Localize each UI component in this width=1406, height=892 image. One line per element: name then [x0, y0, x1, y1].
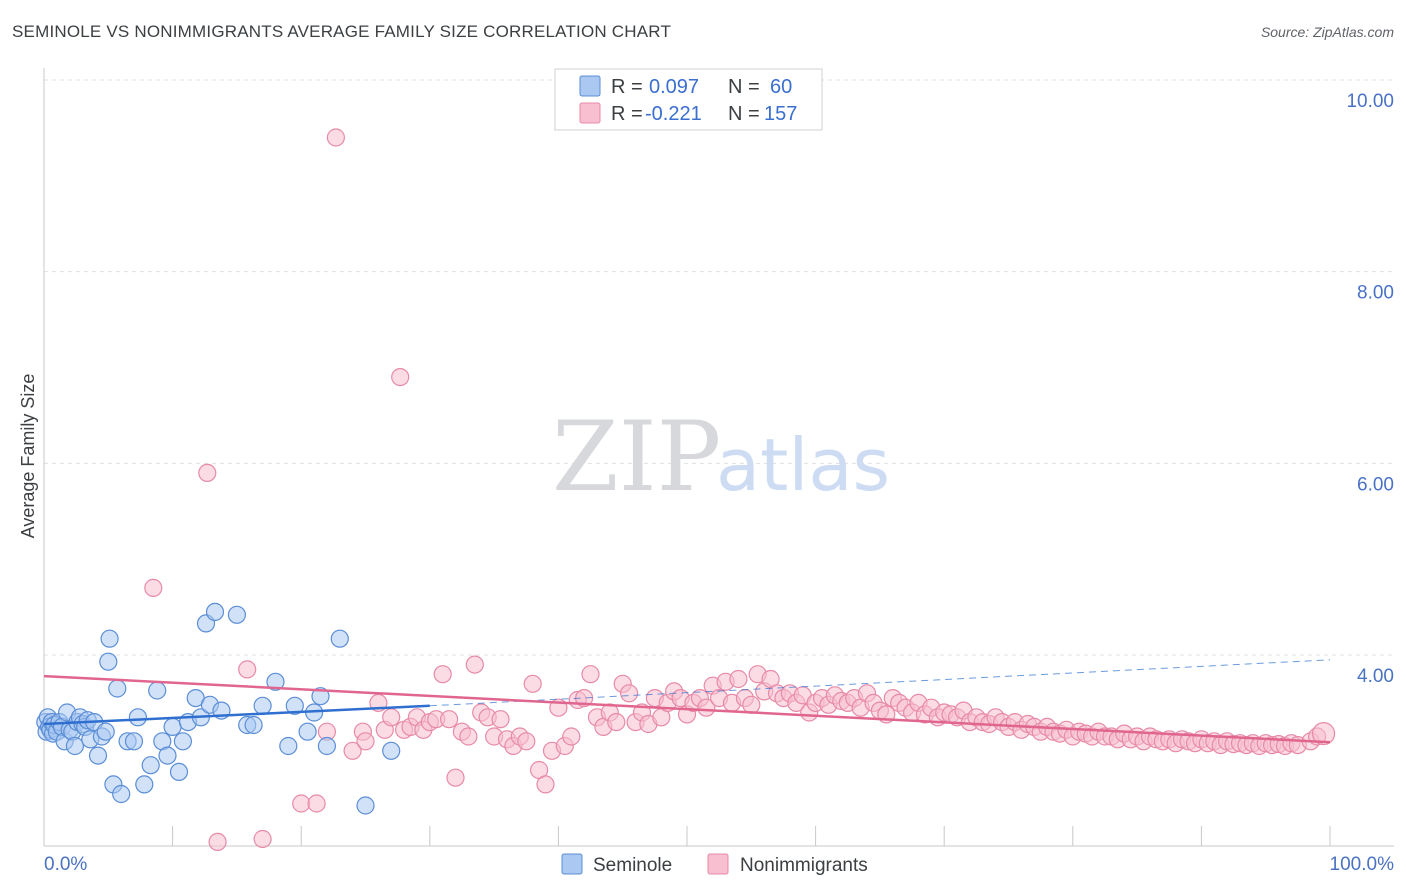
y-axis-label: Average Family Size: [18, 374, 38, 539]
seminole-point: [266, 672, 285, 691]
seminole-point: [205, 602, 225, 622]
bottom-legend-swatch-nonimmigrants: [707, 853, 729, 875]
nonimmigrants-point: [238, 660, 257, 679]
nonimmigrants-point: [356, 732, 375, 751]
seminole-point: [158, 746, 177, 765]
seminole-point: [330, 629, 349, 648]
seminole-point: [100, 629, 119, 648]
nonimmigrants-trend-line: [43, 674, 1331, 744]
nonimmigrants-point: [307, 794, 326, 813]
seminole-point: [108, 679, 127, 698]
watermark: ZIP atlas: [552, 401, 890, 513]
y-tick-label: 4.00: [1357, 666, 1394, 687]
nonimmigrants-point: [581, 665, 600, 684]
stats-legend: R = 0.097 N = 60 R = -0.221 N = 157: [554, 68, 823, 131]
seminole-point: [382, 741, 401, 760]
seminole-point: [124, 732, 144, 751]
legend-r-label-nonimmigrants: R =: [611, 103, 643, 125]
seminole-point: [65, 736, 85, 756]
y-tick-label: 6.00: [1357, 474, 1394, 495]
seminole-point: [88, 746, 108, 765]
nonimmigrants-point: [292, 794, 311, 813]
grid-layer: 4.00 6.00 8.00 10.00: [44, 79, 1394, 687]
watermark-zip: ZIP: [552, 401, 721, 513]
nonimmigrants-point: [742, 695, 761, 714]
seminole-point: [96, 722, 115, 741]
nonimmigrants-point: [382, 708, 401, 727]
nonimmigrants-point: [459, 727, 478, 746]
nonimmigrants-point: [523, 674, 542, 693]
seminole-point: [141, 756, 160, 775]
legend-swatch-nonimmigrants: [579, 102, 601, 124]
seminole-point: [279, 736, 298, 756]
seminole-point: [285, 696, 304, 715]
seminole-point: [356, 796, 375, 815]
seminole-point: [148, 681, 167, 700]
seminole-point: [112, 784, 131, 804]
nonimmigrants-point: [144, 578, 163, 598]
nonimmigrants-point: [208, 832, 227, 852]
nonimmigrants-point: [198, 463, 217, 482]
legend-n-label-nonimmigrants: N =: [728, 103, 760, 125]
legend-r-label-seminole: R =: [611, 76, 643, 98]
legend-n-label-seminole: N =: [728, 76, 760, 98]
series-legend: Seminole Nonimmigrants: [561, 853, 868, 876]
nonimmigrants-point: [729, 669, 748, 689]
trend-lines: [43, 659, 1331, 744]
nonimmigrants-point: [326, 128, 345, 147]
nonimmigrants-point: [440, 710, 459, 729]
watermark-atlas: atlas: [716, 423, 890, 507]
nonimmigrants-point: [433, 665, 452, 684]
seminole-point: [99, 652, 118, 671]
nonimmigrants-point: [1311, 721, 1336, 746]
seminole-point: [298, 722, 317, 741]
chart-title: SEMINOLE VS NONIMMIGRANTS AVERAGE FAMILY…: [12, 22, 672, 41]
legend-r-value-seminole: 0.097: [649, 76, 699, 98]
legend-n-value-seminole: 60: [770, 76, 792, 98]
y-tick-label: 8.00: [1357, 283, 1394, 304]
seminole-trend-extension: [429, 659, 1331, 707]
legend-r-value-nonimmigrants: -0.221: [645, 103, 702, 125]
x-tick-label-min: 0.0%: [44, 854, 87, 875]
nonimmigrants-point: [697, 698, 716, 717]
seminole-point: [311, 687, 330, 706]
nonimmigrants-point: [536, 775, 555, 794]
seminole-point: [244, 715, 263, 735]
bottom-legend-label-nonimmigrants: Nonimmigrants: [740, 855, 868, 876]
x-tick-label-max: 100.0%: [1330, 854, 1395, 875]
seminole-point: [163, 717, 182, 737]
seminole-point: [317, 736, 336, 756]
nonimmigrants-point: [517, 732, 536, 751]
seminole-point: [253, 696, 272, 715]
legend-n-value-nonimmigrants: 157: [764, 103, 797, 125]
seminole-point: [227, 605, 246, 624]
bottom-legend-swatch-seminole: [561, 853, 583, 875]
nonimmigrants-point: [465, 655, 484, 674]
nonimmigrants-point: [343, 741, 362, 760]
seminole-trend-line: [43, 704, 430, 726]
nonimmigrants-point: [446, 768, 465, 787]
source-label: Source: ZipAtlas.com: [1260, 24, 1394, 40]
bottom-legend-label-seminole: Seminole: [593, 855, 672, 876]
nonimmigrants-point: [619, 684, 639, 703]
seminole-point: [128, 708, 147, 727]
nonimmigrants-point: [253, 829, 272, 849]
seminole-point: [135, 775, 154, 794]
nonimmigrants-point: [491, 710, 510, 729]
seminole-point: [173, 732, 192, 751]
nonimmigrants-points: [144, 128, 1336, 852]
nonimmigrants-point: [391, 368, 410, 387]
y-tick-label: 10.00: [1346, 91, 1394, 112]
seminole-point: [169, 762, 189, 782]
nonimmigrants-point: [607, 712, 626, 732]
nonimmigrants-point: [562, 727, 581, 746]
legend-swatch-seminole: [579, 75, 601, 97]
